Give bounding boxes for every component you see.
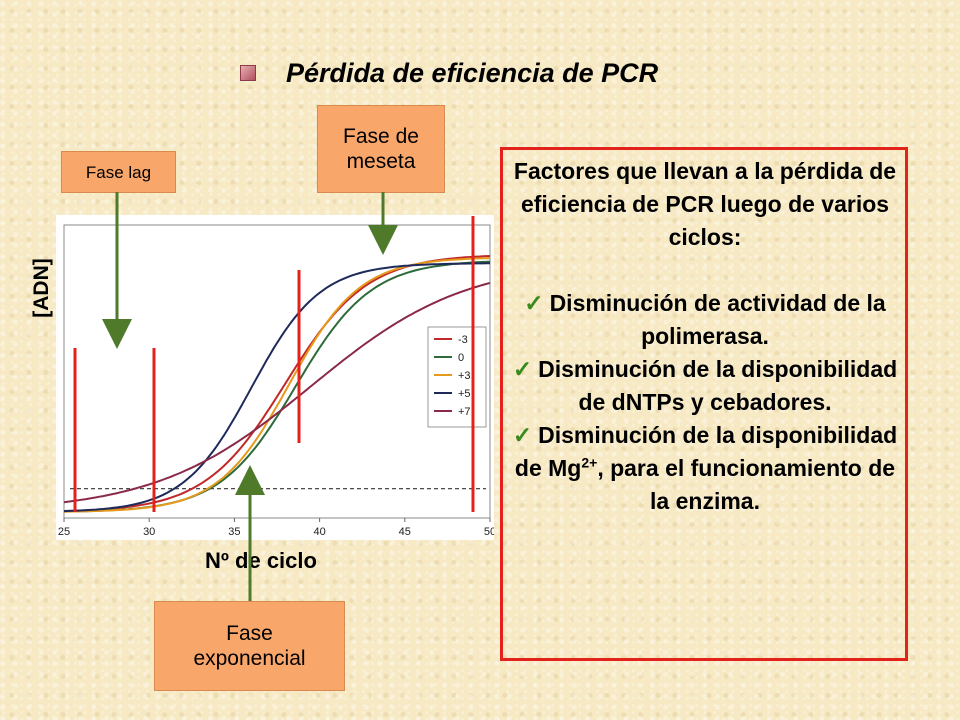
x-axis-label: Nº de ciclo [205,548,317,573]
callout-fase-exponencial: Fase exponencial [154,601,345,691]
callout-meseta-line-2: meseta [346,150,416,173]
factor-item-1-text: Disminución de actividad de la polimeras… [549,290,886,349]
series-line-plus5 [63,262,490,513]
check-icon: ✓ [524,290,544,316]
factor-item-3: ✓ Disminución de la disponibilidad de Mg2… [505,419,905,518]
callout-fase-lag-text: Fase lag [85,162,152,182]
factor-item-2-text: Disminución de la disponibilidad de dNTP… [538,356,898,415]
factor-item-3-text-end: , para el funcionamiento de la enzima. [597,455,896,514]
title-row: Pérdida de eficiencia de PCR [240,50,658,96]
factor-item-3-sup: 2+ [581,454,598,471]
factor-item-3-text: Disminución de la disponibilidad de Mg [514,422,898,481]
check-icon: ✓ [512,356,533,382]
legend-label: +5 [458,388,471,400]
legend-label: 0 [458,352,464,364]
callout-expo-line-2: exponencial [193,647,306,670]
legend-label: +3 [458,370,471,382]
callout-expo-line-1: Fase [226,622,273,645]
factors-text: Factores que llevan a la pérdida de efic… [505,155,905,518]
x-tick-label: 50 [484,526,494,538]
factor-item-1: ✓ Disminución de actividad de la polimera… [505,287,905,353]
pcr-chart: 25 30 35 40 45 50 -3 0 +3 +5 +7 [56,215,496,540]
series-line-plus7 [63,281,491,504]
x-tick-label: 40 [313,526,325,538]
x-tick-label: 45 [399,526,411,538]
slide-title: Pérdida de eficiencia de PCR [286,57,659,88]
check-icon: ✓ [512,422,533,448]
x-tick-label: 35 [228,526,240,538]
pcr-chart-svg: 25 30 35 40 45 50 -3 0 +3 +5 +7 [58,224,496,538]
series-line-plus3 [63,257,491,513]
plot-frame [63,224,491,519]
callout-meseta-line-1: Fase de [343,125,419,148]
x-tick-label: 30 [143,526,155,538]
factor-item-2: ✓ Disminución de la disponibilidad de dNT… [505,353,905,419]
bullet-icon [240,65,256,81]
factors-heading: Factores que llevan a la pérdida de efic… [513,158,897,250]
factors-box [500,147,908,661]
legend-label: +7 [458,406,471,418]
x-tick-label: 25 [58,526,70,538]
callout-fase-meseta: Fase de meseta [317,105,445,193]
legend-label: -3 [458,334,468,346]
